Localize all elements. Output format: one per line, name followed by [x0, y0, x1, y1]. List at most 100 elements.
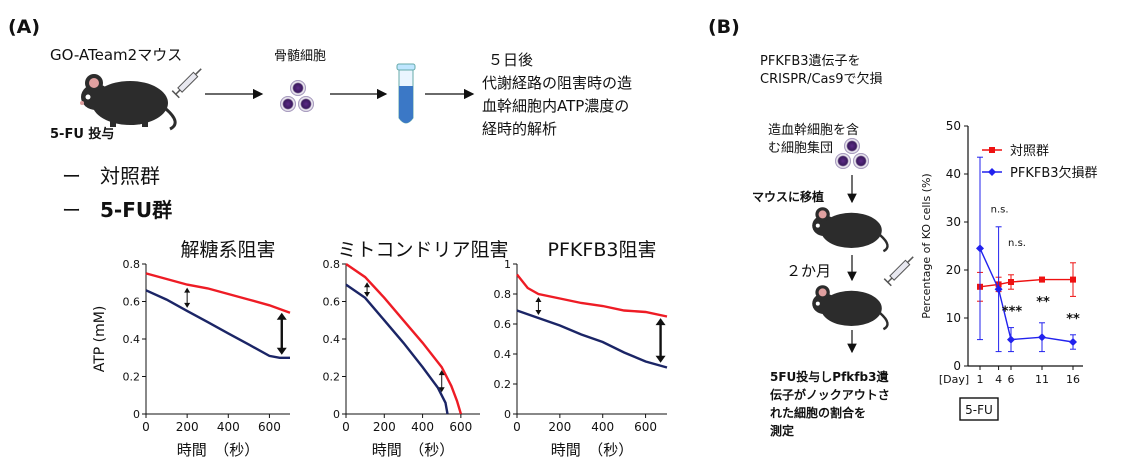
x-tick-label: 200 [373, 420, 396, 434]
series-line [516, 309, 668, 369]
series-line [516, 273, 668, 318]
group-legend: ー 対照群 ー 5-FU群 [62, 164, 172, 222]
x-tick-label: 4 [995, 373, 1002, 386]
y-tick-label: 0.4 [494, 348, 512, 361]
x-tick-label: 0 [142, 420, 150, 434]
legend-control: 対照群 [100, 164, 160, 188]
arrow-head [184, 302, 191, 308]
y-tick-label: 0.2 [323, 371, 341, 384]
series-line [345, 263, 463, 415]
data-point [1069, 338, 1077, 346]
y-axis-label: ATP (mM) [92, 306, 108, 373]
chart-glycolysis: 解糖系阻害 0 0.2 0.4 0.6 0.8 0 200 400 600 時間 （秒） ATP (m… [92, 239, 291, 459]
svg-text:血幹細胞内ATP濃度の: 血幹細胞内ATP濃度の [482, 97, 629, 115]
x-tick-label: 16 [1066, 373, 1080, 386]
arrow-head [364, 292, 371, 297]
chart-title: PFKFB3阻害 [548, 239, 657, 261]
x-tick-label: [Day] [939, 373, 969, 386]
x-tick-label: 200 [548, 420, 571, 434]
data-point [1007, 335, 1015, 344]
bone-marrow-label: 骨髄細胞 [274, 49, 326, 64]
y-tick-label: 0.2 [494, 378, 512, 391]
panel-a: (A) GO-ATeam2マウス 5-FU 投与 骨髄細胞 [8, 16, 668, 459]
y-tick-label: 10 [946, 311, 961, 325]
x-tick-label: 11 [1035, 373, 1049, 386]
arrow-head [535, 310, 542, 315]
result-description: ５日後 代謝経路の阻害時の造 血幹細胞内ATP濃度の 経時的解析 [482, 51, 632, 138]
svg-text:測定: 測定 [770, 423, 794, 438]
panel-b: (B) PFKFB3遺伝子を CRISPR/Cas9で欠損 造血幹細胞を含 む細… [708, 16, 1098, 438]
chart-title: 解糖系阻害 [180, 239, 275, 261]
cells-icon [280, 80, 314, 112]
significance-label: ** [1036, 295, 1050, 310]
y-tick-label: 30 [946, 215, 961, 229]
mouse-icon [812, 285, 889, 331]
data-point [994, 285, 1003, 294]
significance-label: *** [1002, 305, 1023, 320]
y-tick-label: 20 [946, 263, 961, 277]
panel-a-label: (A) [8, 16, 40, 38]
x-axis-label: 時間 （秒） [551, 441, 634, 459]
arrow-head [438, 370, 445, 376]
y-tick-label: 0 [133, 408, 140, 421]
significance-label: n.s. [991, 204, 1009, 215]
hsc-line-2: む細胞集団 [768, 140, 833, 156]
x-annotation-box [959, 397, 999, 421]
x-tick-label: 600 [634, 420, 657, 434]
y-tick-label: 50 [946, 119, 961, 133]
svg-text:伝子がノックアウトさ: 伝子がノックアウトさ [770, 387, 890, 402]
data-point [976, 244, 984, 253]
data-point [1039, 276, 1045, 283]
x-tick-label: 0 [513, 420, 521, 434]
series-line [979, 248, 1074, 343]
syringe-icon [171, 68, 202, 99]
arrow-head [276, 312, 287, 320]
y-tick-label: 0.2 [123, 371, 141, 384]
data-point [1070, 276, 1076, 283]
x-tick-label: 200 [176, 420, 199, 434]
legend-marker [988, 168, 996, 176]
y-tick-label: 0.4 [123, 333, 141, 346]
x-tick-label: 1 [977, 373, 984, 386]
svg-text:れた細胞の割合を: れた細胞の割合を [770, 405, 866, 420]
y-tick-label: 0 [504, 408, 511, 421]
series-line [345, 283, 449, 415]
panel-b-label: (B) [708, 16, 740, 38]
svg-text:ー: ー [62, 200, 81, 222]
y-axis-label: Percentage of KO cells (%) [920, 173, 933, 318]
tube-icon [396, 63, 416, 124]
y-tick-label: 0.8 [494, 288, 512, 301]
months-label: ２か月 [786, 262, 831, 280]
svg-text:5FU投与しPfkfb3遺: 5FU投与しPfkfb3遺 [770, 369, 889, 384]
svg-text:代謝経路の阻害時の造: 代謝経路の阻害時の造 [482, 74, 632, 92]
transplant-label: マウスに移植 [752, 189, 824, 204]
x-tick-label: 400 [217, 420, 240, 434]
result-description-b: 5FU投与しPfkfb3遺 伝子がノックアウトさ れた細胞の割合を 測定 [770, 369, 890, 438]
x-tick-label: 600 [449, 420, 472, 434]
arrow-head [655, 318, 666, 326]
chart-ko-cells: 0 10 20 30 40 50 Percentage of KO cells (%) [Da… [920, 119, 1098, 421]
x-axis-label: 時間 （秒） [372, 441, 455, 459]
x-tick-label: 6 [1008, 373, 1015, 386]
significance-label: ** [1066, 312, 1080, 327]
y-tick-label: 0.8 [123, 258, 141, 271]
data-point [1008, 279, 1014, 285]
hsc-line-1: 造血幹細胞を含 [768, 122, 859, 138]
legend-label: 対照群 [1010, 144, 1049, 159]
knockout-line-2: CRISPR/Cas9で欠損 [760, 71, 883, 87]
arrow-head [364, 282, 371, 288]
y-tick-label: 0.4 [323, 333, 341, 346]
y-tick-label: 0.6 [323, 296, 341, 309]
mouse-icon [812, 207, 889, 253]
y-tick-label: 0 [953, 359, 961, 373]
arrow-head [535, 297, 542, 302]
x-tick-label: 0 [342, 420, 350, 434]
syringe-icon [883, 256, 914, 287]
y-tick-label: 40 [946, 167, 961, 181]
arrow-head [438, 387, 445, 393]
y-tick-label: 0.6 [123, 296, 141, 309]
chart-title: ミトコンドリア阻害 [337, 239, 508, 261]
svg-text:ー: ー [62, 166, 81, 188]
knockout-line-1: PFKFB3遺伝子を [760, 54, 861, 69]
